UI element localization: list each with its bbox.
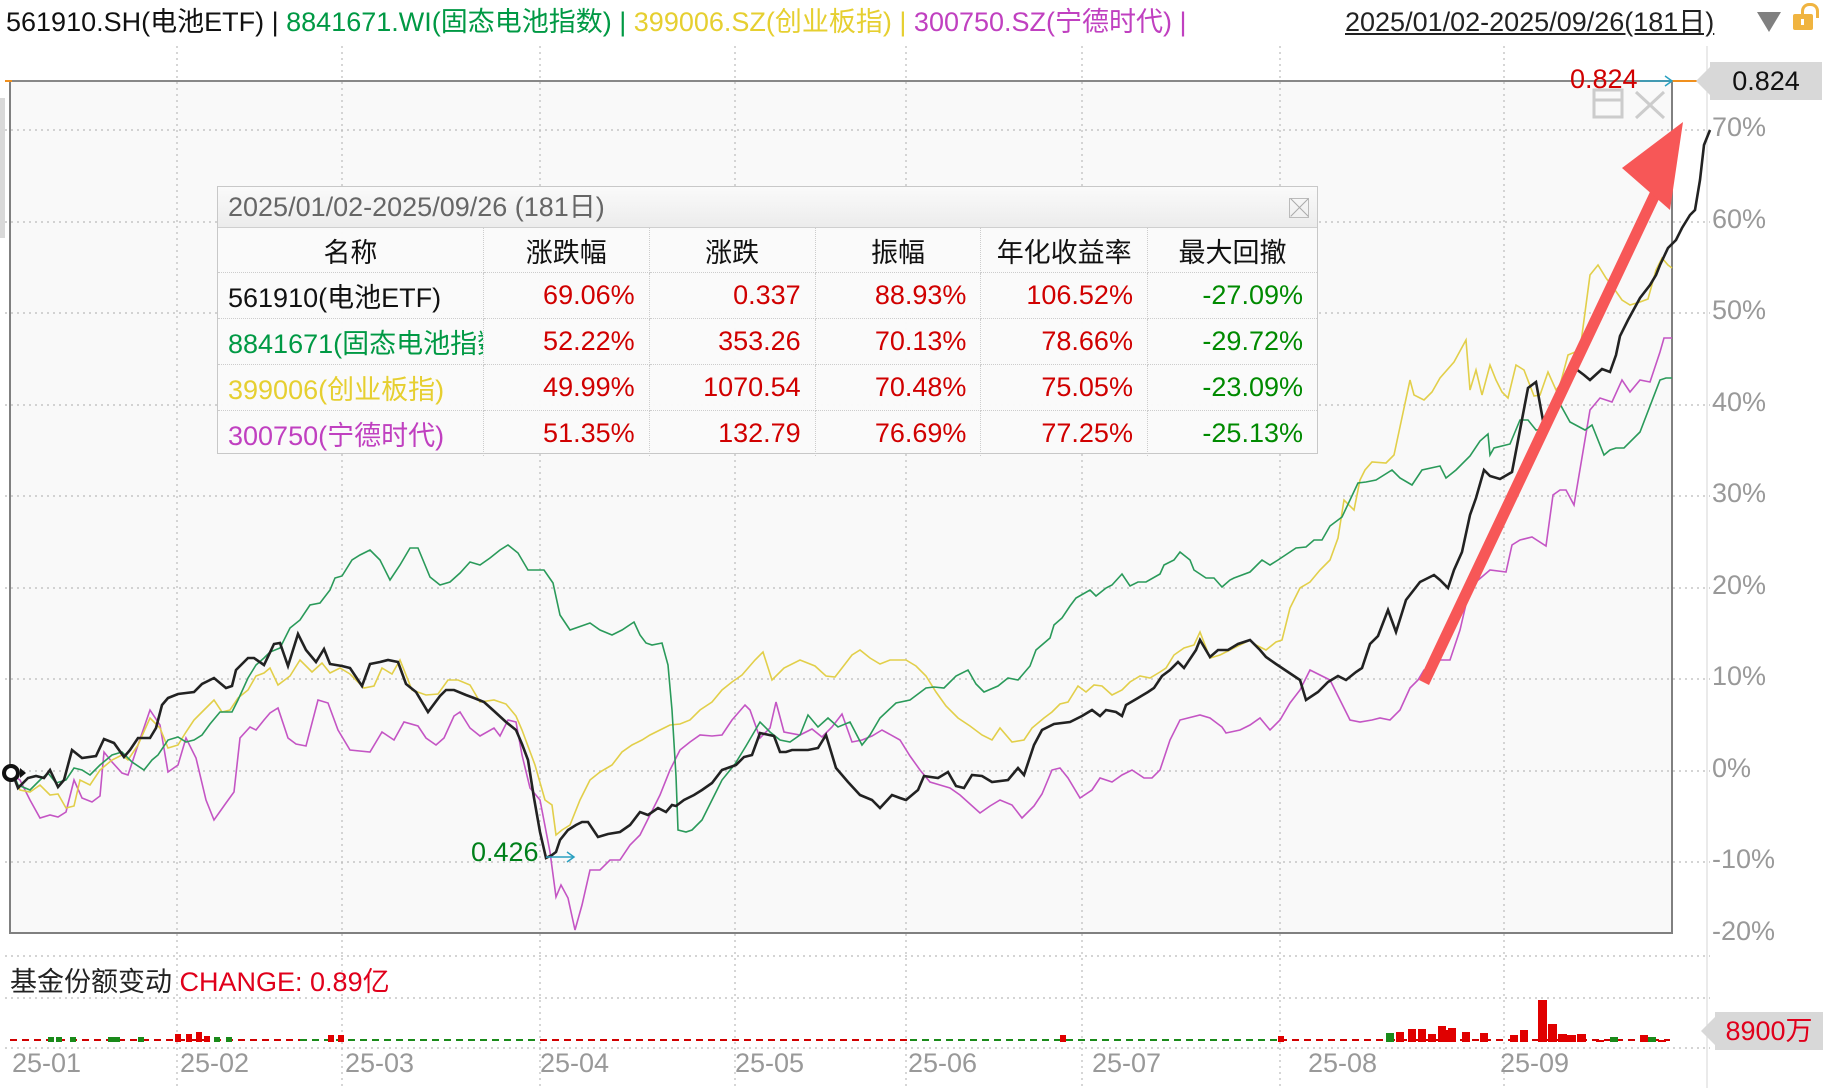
fund-share-label: 基金份额变动 (10, 967, 172, 997)
row-name: 561910(电池ETF) (218, 272, 484, 319)
table-row[interactable]: 399006(创业板指) 49.99% 1070.54 70.48% 75.05… (218, 364, 1317, 411)
close-icon[interactable] (1289, 198, 1309, 218)
fund-share-change: CHANGE: 0.89亿 (179, 967, 390, 997)
chart-window-controls[interactable] (1592, 88, 1666, 120)
row-change: 353.26 (649, 318, 816, 365)
y-tick: -20% (1712, 916, 1776, 946)
row-change: 132.79 (649, 410, 816, 456)
column-header-max-drawdown[interactable]: 最大回撤 (1147, 228, 1317, 273)
row-max-drawdown: -29.72% (1147, 318, 1317, 365)
row-name: 399006(创业板指) (218, 364, 484, 411)
x-tick: 25-05 (735, 1048, 805, 1078)
y-tick: 40% (1712, 387, 1767, 417)
legend-separator: | (1179, 7, 1187, 37)
y-tick: 30% (1712, 478, 1767, 508)
row-annualized: 78.66% (980, 318, 1148, 365)
legend-item-etf[interactable]: 561910.SH(电池ETF) (6, 7, 265, 37)
table-row[interactable]: 8841671(固态电池指数) 52.22% 353.26 70.13% 78.… (218, 318, 1317, 365)
column-header-change-pct[interactable]: 涨跌幅 (483, 228, 650, 273)
x-tick: 25-02 (180, 1048, 250, 1078)
y-tick: 0% (1712, 753, 1752, 783)
y-tick: 60% (1712, 204, 1767, 234)
series-chinext-line (11, 256, 1673, 837)
row-max-drawdown: -27.09% (1147, 272, 1317, 319)
row-name: 8841671(固态电池指数) (218, 318, 484, 365)
x-tick: 25-04 (540, 1048, 610, 1078)
row-amplitude: 70.48% (815, 364, 982, 411)
x-tick: 25-09 (1500, 1048, 1570, 1078)
panel-title[interactable]: 2025/01/02-2025/09/26 (181日) (218, 187, 1317, 228)
date-range-selector[interactable]: 2025/01/02-2025/09/26(181日) (1345, 7, 1715, 37)
row-annualized: 77.25% (980, 410, 1148, 456)
row-max-drawdown: -23.09% (1147, 364, 1317, 411)
column-header-name[interactable]: 名称 (218, 228, 484, 273)
row-annualized: 75.05% (980, 364, 1148, 411)
row-change: 1070.54 (649, 364, 816, 411)
x-tick: 25-08 (1308, 1048, 1378, 1078)
max-value-label: 0.824 (1570, 64, 1638, 94)
row-change-pct: 69.06% (483, 272, 650, 319)
legend: 561910.SH(电池ETF) | 8841671.WI(固态电池指数) | … (6, 0, 1187, 44)
legend-separator: | (899, 7, 907, 37)
row-change-pct: 51.35% (483, 410, 650, 456)
restore-icon (1592, 88, 1624, 119)
legend-separator: | (271, 7, 279, 37)
y-tick: 70% (1712, 112, 1767, 142)
series-etf-line (10, 129, 1712, 860)
legend-separator: | (619, 7, 627, 37)
x-tick: 25-01 (12, 1048, 82, 1078)
unlock-icon[interactable] (1793, 3, 1819, 30)
row-annualized: 106.52% (980, 272, 1148, 319)
left-scroll-handle[interactable] (0, 98, 5, 238)
y-tick: -10% (1712, 844, 1776, 874)
column-header-change[interactable]: 涨跌 (649, 228, 816, 273)
fund-share-badge: 8900万 (1701, 1012, 1823, 1050)
row-amplitude: 88.93% (815, 272, 982, 319)
table-row[interactable]: 561910(电池ETF) 69.06% 0.337 88.93% 106.52… (218, 272, 1317, 319)
column-header-amplitude[interactable]: 振幅 (815, 228, 982, 273)
legend-item-chinext[interactable]: 399006.SZ(创业板指) (633, 7, 892, 37)
legend-item-solid-state-index[interactable]: 8841671.WI(固态电池指数) (286, 7, 612, 37)
y-tick: 50% (1712, 295, 1767, 325)
y-tick: 10% (1712, 661, 1767, 691)
start-marker[interactable] (2, 764, 26, 782)
x-tick: 25-03 (345, 1048, 415, 1078)
row-amplitude: 76.69% (815, 410, 982, 456)
row-amplitude: 70.13% (815, 318, 982, 365)
series-catl-line (11, 337, 1672, 931)
y-tick: 20% (1712, 570, 1767, 600)
triangle-down-icon[interactable] (1757, 12, 1781, 32)
fund-share-bars (10, 1000, 1670, 1042)
stats-table: 名称 涨跌幅 涨跌 振幅 年化收益率 最大回撤 561910(电池ETF) 69… (218, 228, 1317, 456)
interval-stats-panel[interactable]: 2025/01/02-2025/09/26 (181日) 名称 涨跌幅 涨跌 振… (217, 186, 1318, 456)
row-max-drawdown: -25.13% (1202, 418, 1303, 448)
x-tick: 25-07 (1092, 1048, 1162, 1078)
row-name: 300750(宁德时代) (218, 410, 484, 456)
v-gridlines (176, 46, 1708, 1088)
x-tick: 25-06 (908, 1048, 978, 1078)
chart-header: 561910.SH(电池ETF) | 8841671.WI(固态电池指数) | … (0, 0, 1826, 44)
table-header-row: 名称 涨跌幅 涨跌 振幅 年化收益率 最大回撤 (218, 228, 1317, 273)
row-change-pct: 52.22% (483, 318, 650, 365)
min-value-label: 0.426 (471, 837, 539, 867)
row-change: 0.337 (649, 272, 816, 319)
fund-share-title: 基金份额变动 CHANGE: 0.89亿 (10, 960, 390, 999)
last-value-badge: 0.824 (1696, 62, 1822, 100)
legend-item-catl[interactable]: 300750.SZ(宁德时代) (913, 7, 1173, 37)
row-change-pct: 49.99% (483, 364, 650, 411)
column-header-annualized[interactable]: 年化收益率 (980, 228, 1148, 273)
table-row[interactable]: 300750(宁德时代) 51.35% 132.79 76.69% 77.25%… (218, 410, 1317, 456)
red-arrow-annotation (1419, 122, 1683, 685)
